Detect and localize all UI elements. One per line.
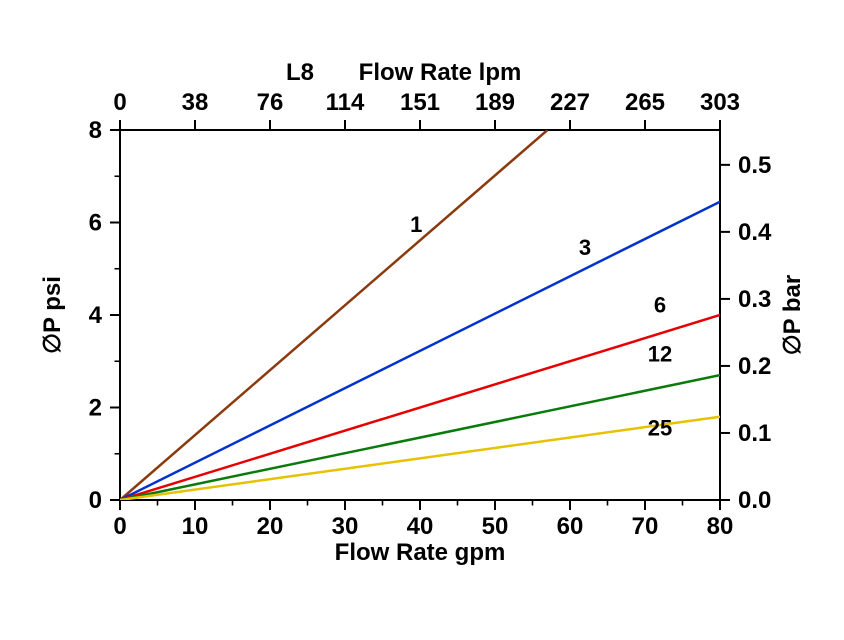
y-right-tick-label: 0.0 (738, 487, 771, 514)
y-left-axis-label: ∅P psi (39, 276, 66, 354)
y-left-tick-label: 2 (89, 395, 102, 422)
x-bottom-tick-label: 70 (632, 513, 659, 540)
x-top-tick-label: 189 (475, 89, 515, 116)
series-label: 12 (648, 341, 672, 366)
y-left-tick-label: 8 (89, 117, 102, 144)
x-top-tick-label: 265 (625, 89, 665, 116)
series-label: 6 (654, 293, 666, 318)
x-top-tick-label: 303 (700, 89, 740, 116)
y-left-tick-label: 0 (89, 487, 102, 514)
series-label: 1 (410, 212, 422, 237)
y-right-tick-label: 0.5 (738, 152, 771, 179)
x-bottom-tick-label: 20 (257, 513, 284, 540)
x-bottom-tick-label: 30 (332, 513, 359, 540)
y-right-tick-label: 0.2 (738, 353, 771, 380)
x-top-tick-label: 0 (113, 89, 126, 116)
x-top-tick-label: 151 (400, 89, 440, 116)
x-bottom-axis-label: Flow Rate gpm (335, 539, 506, 566)
y-left-tick-label: 4 (89, 302, 103, 329)
x-top-tick-label: 76 (257, 89, 284, 116)
x-top-tick-label: 38 (182, 89, 209, 116)
x-bottom-tick-label: 60 (557, 513, 584, 540)
x-top-tick-label: 227 (550, 89, 590, 116)
y-right-tick-label: 0.3 (738, 286, 771, 313)
x-bottom-tick-label: 50 (482, 513, 509, 540)
y-right-axis-label: ∅P bar (779, 275, 806, 356)
x-top-axis-label: Flow Rate lpm (359, 59, 522, 86)
x-bottom-tick-label: 80 (707, 513, 734, 540)
pressure-drop-chart: 0102030405060708003876114151189227265303… (0, 0, 844, 640)
chart-svg: 0102030405060708003876114151189227265303… (0, 0, 844, 640)
y-right-tick-label: 0.1 (738, 420, 771, 447)
series-label: 25 (648, 415, 672, 440)
chart-title-label: L8 (286, 59, 314, 86)
y-right-tick-label: 0.4 (738, 219, 772, 246)
x-top-tick-label: 114 (326, 89, 365, 116)
y-left-tick-label: 6 (89, 210, 102, 237)
series-label: 3 (579, 235, 591, 260)
x-bottom-tick-label: 10 (182, 513, 209, 540)
x-bottom-tick-label: 0 (113, 513, 126, 540)
x-bottom-tick-label: 40 (407, 513, 434, 540)
